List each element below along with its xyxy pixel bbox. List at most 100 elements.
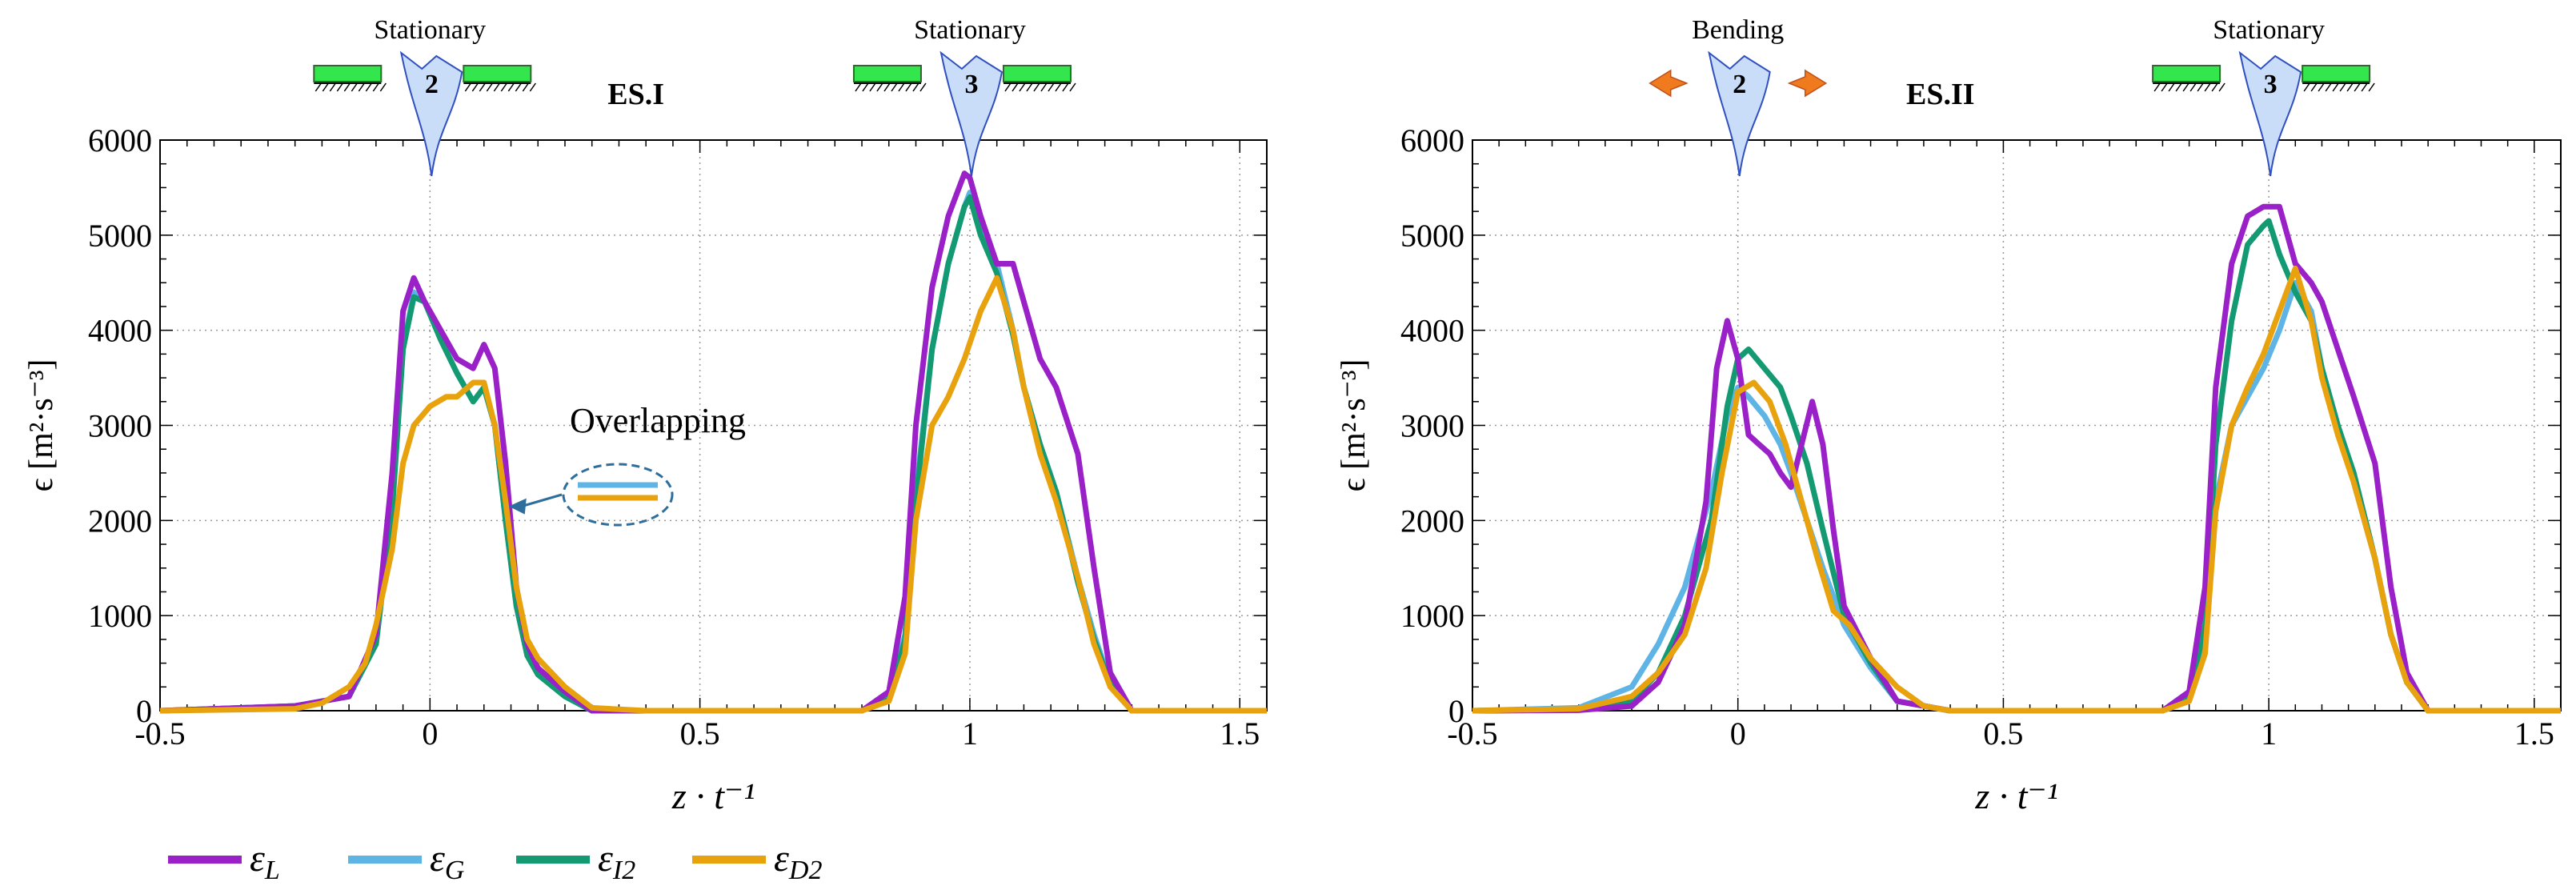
y-tick-label: 3000 [88, 408, 152, 444]
legend-label-base: ε [250, 837, 265, 880]
hatch-line [515, 82, 522, 92]
series-line-eps_I2 [159, 194, 1267, 714]
hatch-line [862, 82, 869, 92]
hatch-line [1040, 82, 1048, 92]
hatch-line [507, 82, 515, 92]
chart-title: ES.II [1906, 78, 1975, 111]
x-tick-label: -0.5 [1447, 716, 1497, 752]
legend-label-sub: G [445, 856, 465, 885]
hatch-line [1062, 82, 1069, 92]
y-tick-label: 0 [1448, 693, 1464, 729]
blade-number-0-1: 3 [964, 70, 978, 99]
x-tick-label: 1 [962, 716, 978, 752]
hatch-line [2175, 82, 2182, 92]
hatch-line [2325, 82, 2332, 92]
hatch-line [2310, 82, 2318, 92]
y-tick-label: 0 [136, 693, 152, 729]
hatch-line [1026, 82, 1033, 92]
hatch-line [2189, 82, 2197, 92]
overlap-arrowhead [508, 498, 527, 515]
hatch-line [2339, 82, 2346, 92]
blade-number-1-0: 2 [1733, 70, 1746, 99]
hatch-line [912, 82, 919, 92]
hatch-line [2153, 82, 2161, 92]
chart-title: ES.I [607, 78, 664, 111]
y-axis-label: ϵ [m²·s⁻³] [23, 359, 60, 492]
x-tick-label: 1.5 [1220, 716, 1260, 752]
hatch-line [2218, 82, 2225, 92]
hatch-line [1033, 82, 1040, 92]
blade-shape-0-1 [939, 50, 1004, 177]
x-axis-label: z · t⁻¹ [671, 776, 755, 816]
hatch-line [905, 82, 912, 92]
stationary-bar-left-1-1 [2152, 65, 2221, 82]
blade-marker-0-0: Stationary 2 [313, 15, 536, 177]
bending-arrow-left-1-0 [1649, 69, 1689, 98]
hatch-line [529, 82, 536, 92]
hatch-line [493, 82, 500, 92]
blade-shape-1-1 [2238, 50, 2302, 177]
series-line-eps_L [159, 170, 1267, 714]
legend-label-eps_D2: εD2 [774, 837, 822, 885]
hatch-line [486, 82, 493, 92]
legend-label-base: ε [598, 837, 613, 880]
blade-number-0-0: 2 [425, 70, 439, 99]
hatch-line [891, 82, 898, 92]
x-tick-label: -0.5 [134, 716, 185, 752]
blade-label-0-1: Stationary [914, 15, 1026, 45]
series-line-eps_G [159, 189, 1267, 714]
legend-label-sub: I2 [612, 856, 635, 885]
y-axis-label: ϵ [m²·s⁻³] [1336, 359, 1372, 492]
hatch-line [1069, 82, 1076, 92]
hatch-line [2197, 82, 2204, 92]
stationary-bar-right-0-1-ground [1003, 82, 1076, 92]
hatch-line [869, 82, 876, 92]
x-tick-label: 0.5 [680, 716, 720, 752]
y-tick-label: 5000 [88, 218, 152, 254]
hatch-line [464, 82, 471, 92]
legend-label-eps_I2: εI2 [598, 837, 635, 885]
hatch-line [2204, 82, 2211, 92]
hatch-line [1055, 82, 1062, 92]
y-tick-label: 3000 [1400, 408, 1464, 444]
hatch-line [314, 82, 322, 92]
stationary-bar-left-1-1-ground [2153, 82, 2225, 92]
hatch-line [2332, 82, 2339, 92]
hatch-line [2368, 82, 2375, 92]
overlap-pointer [521, 493, 563, 508]
overlap-ellipse [562, 463, 674, 527]
stationary-bar-left-0-0-ground [314, 82, 387, 92]
hatch-line [1004, 82, 1012, 92]
hatch-line [479, 82, 486, 92]
y-tick-label: 6000 [1400, 122, 1464, 158]
hatch-line [471, 82, 479, 92]
overlap-label: Overlapping [570, 401, 746, 440]
blade-label-1-0: Bending [1692, 15, 1784, 45]
hatch-line [358, 82, 365, 92]
blade-label-0-0: Stationary [374, 15, 486, 45]
hatch-line [883, 82, 891, 92]
blade-shape-0-0 [399, 50, 463, 177]
stationary-bar-right-0-1 [1002, 65, 1072, 82]
legend-label-sub: D2 [788, 856, 823, 885]
x-tick-label: 1 [2261, 716, 2277, 752]
hatch-line [1048, 82, 1055, 92]
hatch-line [2354, 82, 2361, 92]
blade-marker-1-1: Stationary 3 [2152, 15, 2375, 177]
series-line-eps_D2 [159, 275, 1267, 714]
hatch-line [2168, 82, 2175, 92]
legend-label-eps_L: εL [250, 837, 280, 885]
hatch-line [336, 82, 343, 92]
stationary-bar-left-0-0 [313, 65, 383, 82]
hatch-line [2211, 82, 2218, 92]
series-line-eps_L [1472, 203, 2561, 714]
legend: εL εG εI2 εD2 [168, 837, 822, 885]
hatch-line [2182, 82, 2189, 92]
y-tick-label: 1000 [88, 598, 152, 634]
legend-label-eps_G: εG [430, 837, 464, 885]
hatch-line [372, 82, 379, 92]
hatch-line [919, 82, 927, 92]
stationary-bar-left-0-1-ground [853, 82, 927, 92]
